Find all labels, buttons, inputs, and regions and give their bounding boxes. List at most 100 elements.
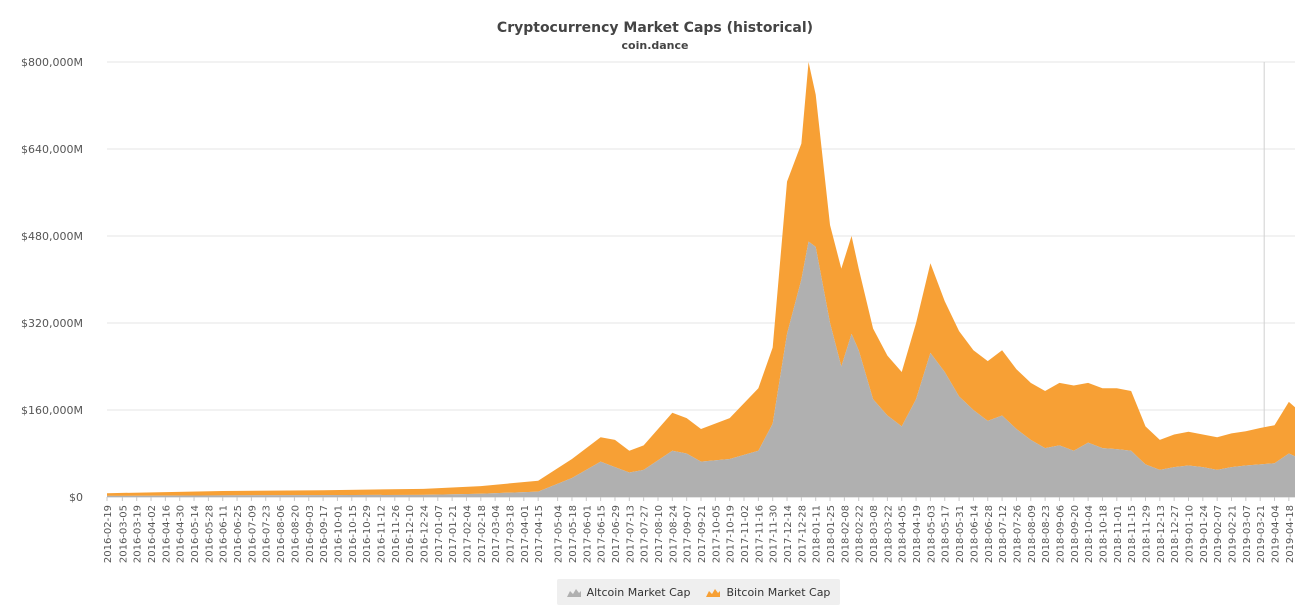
x-tick-label: 2018-01-25	[826, 505, 837, 563]
x-tick-label: 2016-05-28	[204, 505, 215, 563]
x-tick-label: 2017-07-13	[625, 505, 636, 563]
x-tick-label: 2018-02-08	[840, 505, 851, 563]
x-tick-label: 2019-01-24	[1199, 505, 1210, 563]
legend-label-bitcoin: Bitcoin Market Cap	[726, 585, 831, 599]
x-tick-label: 2016-09-17	[319, 505, 330, 563]
x-tick-label: 2017-01-07	[434, 505, 445, 563]
x-tick-label: 2016-06-11	[219, 505, 230, 563]
x-tick-label: 2017-04-01	[520, 505, 531, 563]
x-tick-label: 2017-10-19	[726, 505, 737, 563]
x-tick-label: 2017-10-05	[711, 505, 722, 563]
altcoin-area-icon	[566, 589, 581, 597]
x-tick-label: 2016-04-16	[161, 505, 172, 563]
x-tick-label: 2019-04-04	[1271, 505, 1282, 563]
x-tick-label: 2018-10-04	[1084, 505, 1095, 563]
x-tick-label: 2016-07-23	[262, 505, 273, 563]
x-tick-label: 2018-03-22	[883, 505, 894, 563]
x-tick-label: 2018-05-03	[926, 505, 937, 563]
x-tick-label: 2016-12-10	[405, 505, 416, 563]
x-tick-label: 2017-12-14	[783, 505, 794, 563]
x-tick-label: 2019-03-21	[1256, 505, 1267, 563]
x-tick-label: 2017-03-04	[491, 505, 502, 563]
x-tick-label: 2019-03-07	[1242, 505, 1253, 563]
x-tick-label: 2017-11-02	[740, 505, 751, 563]
x-tick-label: 2018-03-08	[869, 505, 880, 563]
x-tick-label: 2018-07-26	[1012, 505, 1023, 563]
x-tick-label: 2017-03-18	[505, 505, 516, 563]
legend-label-altcoin: Altcoin Market Cap	[586, 585, 691, 599]
x-tick-label: 2017-02-18	[477, 505, 488, 563]
x-tick-label: 2018-07-12	[998, 505, 1009, 563]
x-tick-label: 2017-11-16	[754, 505, 765, 563]
x-tick-label: 2016-11-26	[391, 505, 402, 563]
x-tick-label: 2019-02-07	[1213, 505, 1224, 563]
x-tick-label: 2018-08-23	[1041, 505, 1052, 563]
x-tick-label: 2017-09-07	[683, 505, 694, 563]
x-tick-label: 2018-12-13	[1156, 505, 1167, 563]
x-tick-label: 2016-05-14	[190, 505, 201, 563]
x-tick-label: 2018-11-29	[1141, 505, 1152, 563]
x-tick-label: 2016-11-12	[376, 505, 387, 563]
x-tick-label: 2018-06-14	[969, 505, 980, 563]
x-tick-label: 2016-04-02	[147, 505, 158, 563]
x-tick-label: 2016-07-09	[247, 505, 258, 563]
x-tick-label: 2017-12-28	[797, 505, 808, 563]
x-tick-label: 2016-02-19	[103, 505, 114, 563]
x-tick-label: 2018-10-18	[1098, 505, 1109, 563]
x-tick-label: 2017-08-10	[654, 505, 665, 563]
x-tick-label: 2018-09-06	[1055, 505, 1066, 563]
chart-title: Cryptocurrency Market Caps (historical)	[496, 20, 814, 36]
x-tick-label: 2017-11-30	[769, 505, 780, 563]
x-tick-label: 2018-05-17	[941, 505, 952, 563]
legend-item-bitcoin[interactable]: Bitcoin Market Cap	[706, 586, 830, 599]
y-tick-label: $0	[69, 491, 83, 504]
y-tick-label: $640,000M	[21, 143, 83, 156]
x-tick-label: 2016-10-29	[362, 505, 373, 563]
x-tick-label: 2018-01-11	[812, 505, 823, 563]
x-tick-label: 2019-02-21	[1228, 505, 1239, 563]
x-tick-label: 2016-12-24	[419, 505, 430, 563]
y-tick-label: $480,000M	[21, 230, 83, 243]
x-tick-label: 2016-03-19	[133, 505, 144, 563]
chart-legend: Altcoin Market Cap Bitcoin Market Cap	[557, 579, 840, 605]
x-tick-label: 2017-09-21	[697, 505, 708, 563]
x-tick-label: 2017-06-15	[597, 505, 608, 563]
chart-subtitle: coin.dance	[621, 39, 689, 52]
x-tick-label: 2018-06-28	[984, 505, 995, 563]
x-tick-label: 2018-04-05	[898, 505, 909, 563]
bitcoin-area	[107, 62, 1295, 496]
x-tick-label: 2018-08-09	[1027, 505, 1038, 563]
bitcoin-area-icon	[706, 589, 721, 597]
x-tick-label: 2018-11-01	[1113, 505, 1124, 563]
x-tick-label: 2018-05-31	[955, 505, 966, 563]
x-tick-label: 2016-03-05	[118, 505, 129, 563]
x-tick-label: 2016-04-30	[176, 505, 187, 563]
x-tick-label: 2017-02-04	[462, 505, 473, 563]
x-tick-label: 2018-04-19	[912, 505, 923, 563]
x-tick-label: 2017-06-01	[582, 505, 593, 563]
altcoin-area	[107, 241, 1295, 497]
y-tick-label: $160,000M	[21, 404, 83, 417]
y-tick-label: $800,000M	[21, 56, 83, 69]
x-tick-label: 2017-05-18	[568, 505, 579, 563]
x-tick-label: 2017-06-29	[611, 505, 622, 563]
legend-item-altcoin[interactable]: Altcoin Market Cap	[566, 585, 691, 599]
x-tick-label: 2018-02-22	[855, 505, 866, 563]
x-tick-label: 2017-08-24	[668, 505, 679, 563]
x-tick-label: 2018-12-27	[1170, 505, 1181, 563]
x-tick-label: 2016-09-03	[305, 505, 316, 563]
x-tick-label: 2019-04-18	[1285, 505, 1296, 563]
x-tick-label: 2017-04-15	[534, 505, 545, 563]
x-tick-label: 2018-11-15	[1127, 505, 1138, 563]
x-tick-label: 2016-06-25	[233, 505, 244, 563]
x-tick-label: 2016-08-20	[290, 505, 301, 563]
x-tick-label: 2017-07-27	[640, 505, 651, 563]
x-tick-label: 2017-05-04	[554, 505, 565, 563]
x-tick-label: 2016-10-01	[333, 505, 344, 563]
x-tick-label: 2017-01-21	[448, 505, 459, 563]
x-tick-label: 2016-08-06	[276, 505, 287, 563]
x-tick-label: 2016-10-15	[348, 505, 359, 563]
x-tick-label: 2018-09-20	[1070, 505, 1081, 563]
